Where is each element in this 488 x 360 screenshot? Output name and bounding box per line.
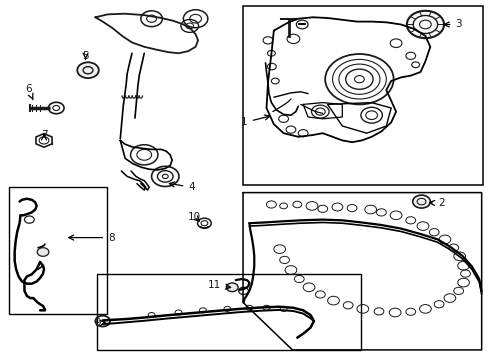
Text: 4: 4 xyxy=(169,182,195,192)
Text: 8: 8 xyxy=(69,233,115,243)
Text: 2: 2 xyxy=(429,198,444,208)
Text: 3: 3 xyxy=(444,19,461,30)
Bar xyxy=(9,187,106,314)
Bar xyxy=(97,274,360,350)
Text: 11: 11 xyxy=(207,280,230,290)
Text: 9: 9 xyxy=(94,318,105,328)
Circle shape xyxy=(406,11,443,38)
Circle shape xyxy=(77,62,99,78)
Text: 10: 10 xyxy=(188,212,201,222)
Text: 7: 7 xyxy=(41,130,47,140)
Circle shape xyxy=(412,195,429,208)
Circle shape xyxy=(226,283,238,292)
Text: 6: 6 xyxy=(25,84,33,100)
Circle shape xyxy=(37,248,49,256)
Text: 5: 5 xyxy=(82,51,89,61)
Text: 1: 1 xyxy=(241,115,269,127)
Bar xyxy=(243,6,482,185)
